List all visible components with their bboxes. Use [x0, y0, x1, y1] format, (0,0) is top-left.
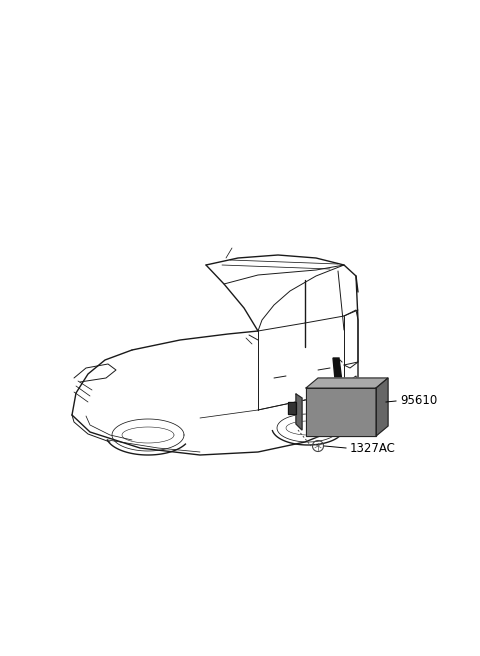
Polygon shape — [306, 388, 376, 436]
Polygon shape — [306, 378, 388, 388]
Polygon shape — [376, 378, 388, 436]
Polygon shape — [296, 394, 302, 430]
Text: 1327AC: 1327AC — [350, 441, 396, 455]
Polygon shape — [333, 358, 343, 390]
Polygon shape — [288, 402, 296, 414]
Text: 95610: 95610 — [400, 394, 437, 407]
